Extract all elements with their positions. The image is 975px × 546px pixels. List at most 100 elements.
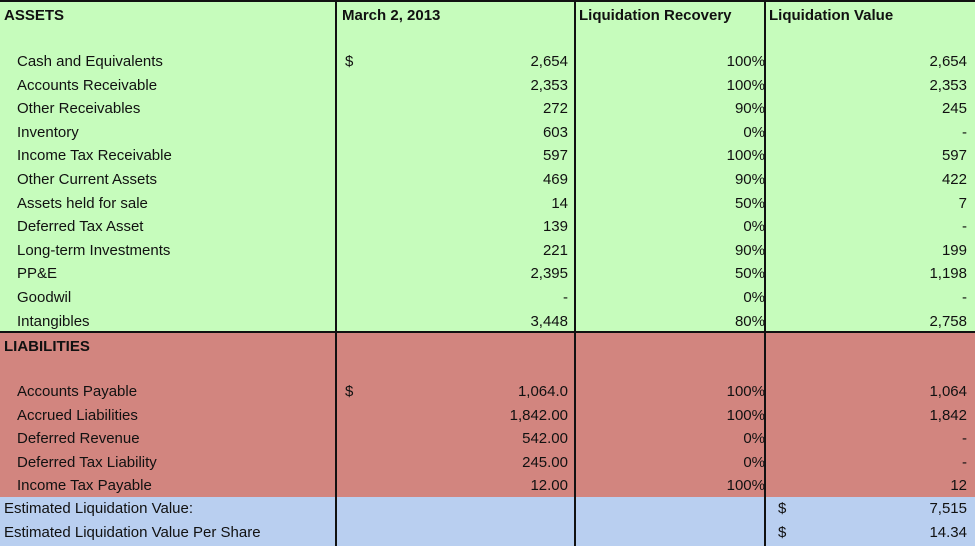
top-border	[0, 0, 975, 2]
table-row: Accounts Receivable 2,353 100% 2,353	[0, 74, 975, 97]
amount-value: 2,395	[530, 265, 568, 283]
summary-row: Estimated Liquidation Value: $7,515	[0, 497, 975, 520]
table-row: Deferred Revenue 542.00 0% -	[0, 427, 975, 450]
table-row: Inventory 603 0% -	[0, 121, 975, 144]
row-label: Deferred Revenue	[17, 430, 140, 448]
table-row: Income Tax Payable 12.00 100% 12	[0, 474, 975, 497]
table-row: Cash and Equivalents $2,654 100% 2,654	[0, 50, 975, 73]
header-row: ASSETS March 2, 2013 Liquidation Recover…	[0, 4, 975, 27]
amount-value: 1,842.00	[509, 406, 568, 424]
currency-symbol	[345, 239, 365, 262]
currency-symbol	[345, 121, 365, 144]
table-row: Other Current Assets 469 90% 422	[0, 168, 975, 191]
summary-row: Estimated Liquidation Value Per Share $14…	[0, 521, 975, 544]
recovery-rate: 0%	[743, 430, 765, 448]
amount-value: 139	[542, 218, 568, 236]
liquidation-value: 1,198	[929, 265, 967, 283]
table-row: Accrued Liabilities 1,842.00 100% 1,842	[0, 404, 975, 427]
row-label: Other Receivables	[17, 100, 141, 118]
liquidation-value: 7	[958, 194, 967, 212]
section-divider-assets	[0, 331, 975, 333]
row-label: Accounts Payable	[17, 383, 138, 400]
amount-value: 245.00	[522, 453, 568, 471]
amount-value: 12.00	[530, 477, 568, 495]
summary-label: Estimated Liquidation Value Per Share	[4, 524, 261, 541]
liquidation-value: -	[962, 218, 967, 236]
recovery-rate: 0%	[743, 123, 765, 141]
recovery-rate: 0%	[743, 453, 765, 471]
row-label: Income Tax Receivable	[17, 147, 172, 165]
recovery-rate: 90%	[734, 241, 765, 259]
currency-symbol	[345, 404, 365, 427]
row-label: PP&E	[17, 265, 58, 283]
assets-section	[0, 0, 975, 332]
row-label: Other Current Assets	[17, 171, 158, 188]
liquidation-value: 245	[941, 100, 967, 118]
liabilities-header-row: LIABILITIES	[0, 335, 975, 358]
recovery-rate: 100%	[726, 53, 765, 70]
currency-symbol	[345, 427, 365, 450]
date-header: March 2, 2013	[342, 7, 441, 24]
table-row: Deferred Tax Asset 139 0% -	[0, 215, 975, 238]
amount-value: 603	[542, 123, 568, 141]
recovery-rate: 80%	[734, 312, 765, 330]
recovery-rate: 100%	[726, 383, 765, 400]
summary-section	[0, 497, 975, 546]
table-row: Assets held for sale 14 50% 7	[0, 192, 975, 215]
liquidation-value: 2,654	[929, 53, 967, 70]
table-row: PP&E 2,395 50% 1,198	[0, 262, 975, 285]
liquidation-value: 2,353	[929, 76, 967, 94]
table-row: Accounts Payable $1,064.0 100% 1,064	[0, 380, 975, 403]
currency-symbol	[345, 215, 365, 238]
row-label: Inventory	[17, 123, 79, 141]
amount-value: -	[563, 289, 568, 306]
currency-symbol	[345, 474, 365, 497]
table-row: Goodwil - 0% -	[0, 286, 975, 309]
amount-value: 2,654	[530, 53, 568, 70]
liquidation-value: -	[962, 453, 967, 471]
currency-symbol	[345, 310, 365, 333]
liquidation-value: 199	[941, 241, 967, 259]
currency-symbol	[345, 192, 365, 215]
amount-value: 3,448	[530, 312, 568, 330]
amount-value: 469	[542, 171, 568, 188]
amount-value: 221	[542, 241, 568, 259]
currency-symbol	[345, 74, 365, 97]
liquidation-value: 12	[950, 477, 967, 495]
table-row: Deferred Tax Liability 245.00 0% -	[0, 451, 975, 474]
row-label: Assets held for sale	[17, 194, 148, 212]
recovery-rate: 90%	[734, 171, 765, 188]
assets-header: ASSETS	[4, 7, 65, 24]
row-label: Goodwil	[17, 289, 72, 306]
liquidation-value: -	[962, 289, 967, 306]
liquidation-value: -	[962, 430, 967, 448]
summary-label: Estimated Liquidation Value:	[4, 500, 194, 517]
row-label: Accrued Liabilities	[17, 406, 138, 424]
amount-value: 272	[542, 100, 568, 118]
row-label: Cash and Equivalents	[17, 53, 163, 70]
table-row: Intangibles 3,448 80% 2,758	[0, 310, 975, 333]
liabilities-section	[0, 332, 975, 497]
recovery-rate: 100%	[726, 477, 765, 495]
row-label: Deferred Tax Liability	[17, 453, 157, 471]
row-label: Accounts Receivable	[17, 76, 158, 94]
amount-value: 14	[551, 194, 568, 212]
currency-symbol: $	[345, 53, 354, 70]
table-row: Other Receivables 272 90% 245	[0, 97, 975, 120]
currency-symbol	[345, 451, 365, 474]
liquidation-value: 422	[941, 171, 967, 188]
liquidation-value: 1,064	[929, 383, 967, 400]
liquidation-value: 1,842	[929, 406, 967, 424]
recovery-rate: 90%	[734, 100, 765, 118]
table-row: Long-term Investments 221 90% 199	[0, 239, 975, 262]
summary-value: 14.34	[929, 524, 967, 541]
recovery-header: Liquidation Recovery	[579, 7, 732, 24]
row-label: Income Tax Payable	[17, 477, 152, 495]
recovery-rate: 50%	[734, 194, 765, 212]
currency-symbol: $	[778, 500, 787, 517]
value-header: Liquidation Value	[769, 7, 894, 24]
recovery-rate: 0%	[743, 218, 765, 236]
amount-value: 542.00	[522, 430, 568, 448]
column-divider-1	[335, 0, 337, 546]
recovery-rate: 100%	[726, 76, 765, 94]
